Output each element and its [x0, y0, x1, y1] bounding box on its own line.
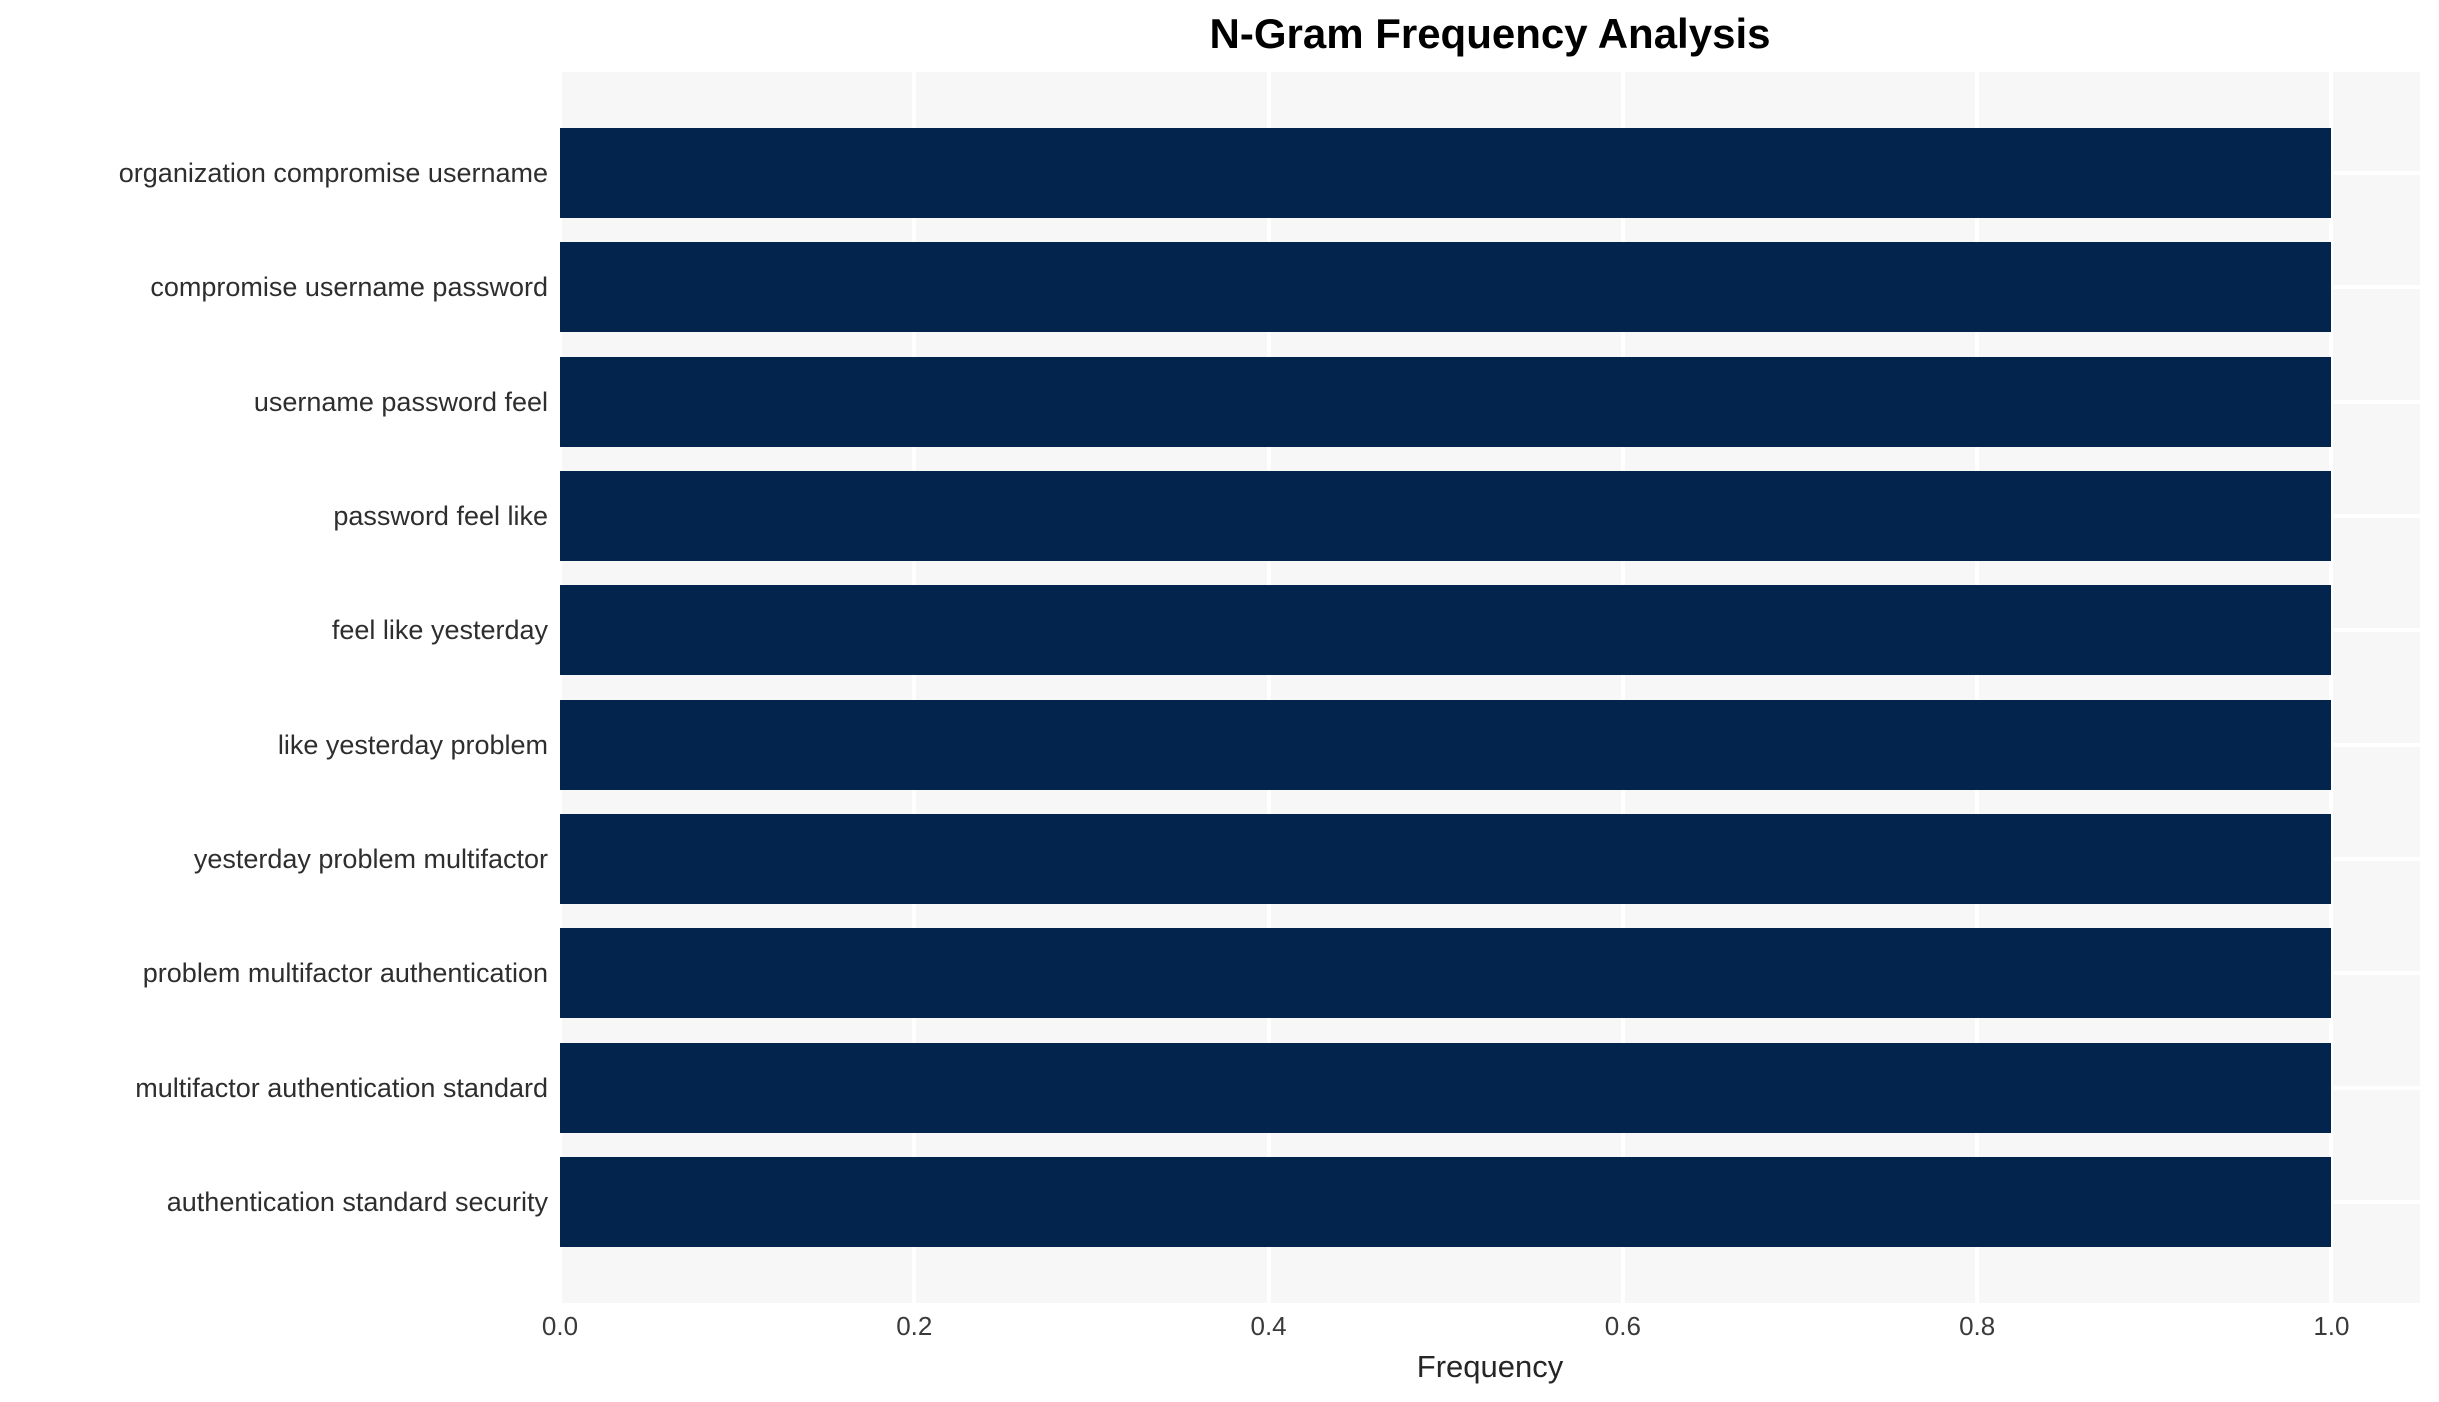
v-gridline: [1620, 72, 1625, 1303]
y-axis-label: like yesterday problem: [277, 729, 548, 760]
v-gridline: [912, 72, 917, 1303]
bar: [560, 1042, 2332, 1133]
bar: [560, 242, 2332, 333]
plot-area: [558, 72, 2420, 1303]
y-axis-label: yesterday problem multifactor: [193, 844, 548, 874]
v-gridline: [1266, 72, 1271, 1303]
y-axis-label: problem multifactor authentication: [142, 958, 548, 989]
x-tick-label: 0.4: [1250, 1311, 1287, 1341]
v-gridline: [1975, 72, 1980, 1303]
v-gridline: [558, 72, 562, 1303]
y-axis-label: organization compromise username: [118, 158, 548, 188]
bar: [560, 1157, 2332, 1247]
x-tick-label: 0.0: [541, 1311, 579, 1341]
bar: [560, 128, 2332, 218]
x-tick-label: 0.2: [896, 1311, 933, 1341]
x-tick-label: 1.0: [2313, 1311, 2350, 1341]
y-axis-label: multifactor authentication standard: [135, 1072, 548, 1103]
y-axis-label: authentication standard security: [166, 1187, 548, 1217]
x-tick-label: 0.8: [1959, 1311, 1996, 1341]
bar: [560, 585, 2332, 676]
chart-title: N-Gram Frequency Analysis: [1209, 10, 1771, 57]
bar: [560, 814, 2332, 904]
x-tick-label: 0.6: [1604, 1311, 1641, 1341]
v-gridline: [2329, 72, 2334, 1303]
bar: [560, 699, 2332, 790]
bar: [560, 356, 2332, 447]
y-axis-label: feel like yesterday: [331, 615, 548, 646]
y-axis-label: compromise username password: [150, 272, 548, 303]
bar: [560, 928, 2332, 1019]
y-axis-label: password feel like: [333, 501, 548, 531]
y-axis-label: username password feel: [253, 386, 548, 417]
x-axis-title: Frequency: [1416, 1349, 1564, 1384]
bar: [560, 471, 2332, 561]
